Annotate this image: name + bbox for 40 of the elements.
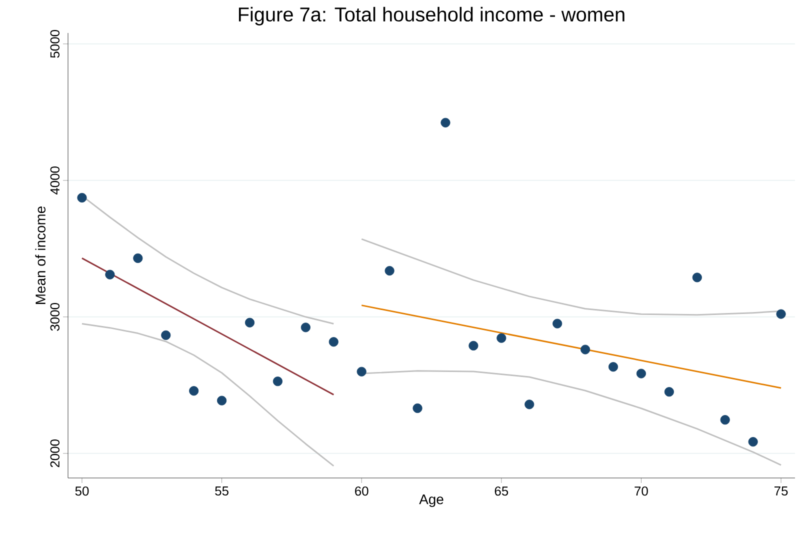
point — [608, 362, 618, 372]
x-tick-label: 50 — [75, 486, 89, 496]
point — [328, 337, 338, 347]
point — [77, 192, 87, 203]
point — [664, 387, 674, 397]
point — [748, 437, 758, 447]
x-axis-title: Age — [419, 494, 444, 507]
point — [133, 253, 143, 263]
x-tick-label: 55 — [215, 486, 228, 496]
y-tick-label: 4000 — [50, 166, 60, 195]
point — [384, 266, 394, 276]
x-tick-label: 70 — [634, 486, 648, 496]
point — [524, 400, 534, 410]
point — [580, 344, 590, 354]
point — [244, 318, 255, 328]
point — [356, 366, 366, 376]
point — [720, 415, 730, 425]
y-tick-label: 2000 — [50, 440, 60, 468]
point — [105, 270, 115, 280]
point — [496, 333, 506, 343]
point — [272, 376, 283, 386]
y-tick-label: 3000 — [50, 303, 60, 331]
point — [552, 318, 562, 328]
point — [300, 322, 310, 332]
line-series — [81, 322, 334, 467]
chart-title: Figure 7a: Total household income - women — [238, 6, 624, 26]
point — [776, 309, 786, 319]
point — [189, 386, 199, 396]
x-tick-label: 75 — [774, 486, 788, 496]
point — [412, 403, 422, 414]
point — [161, 330, 171, 340]
point — [217, 396, 227, 406]
x-tick-label: 60 — [355, 486, 368, 496]
x-tick-label: 65 — [494, 486, 508, 496]
point — [468, 340, 478, 350]
y-tick-label: 5000 — [50, 30, 60, 58]
point — [636, 368, 646, 378]
point — [692, 272, 702, 282]
point — [440, 118, 450, 128]
y-axis-title: Mean of income — [35, 206, 46, 304]
